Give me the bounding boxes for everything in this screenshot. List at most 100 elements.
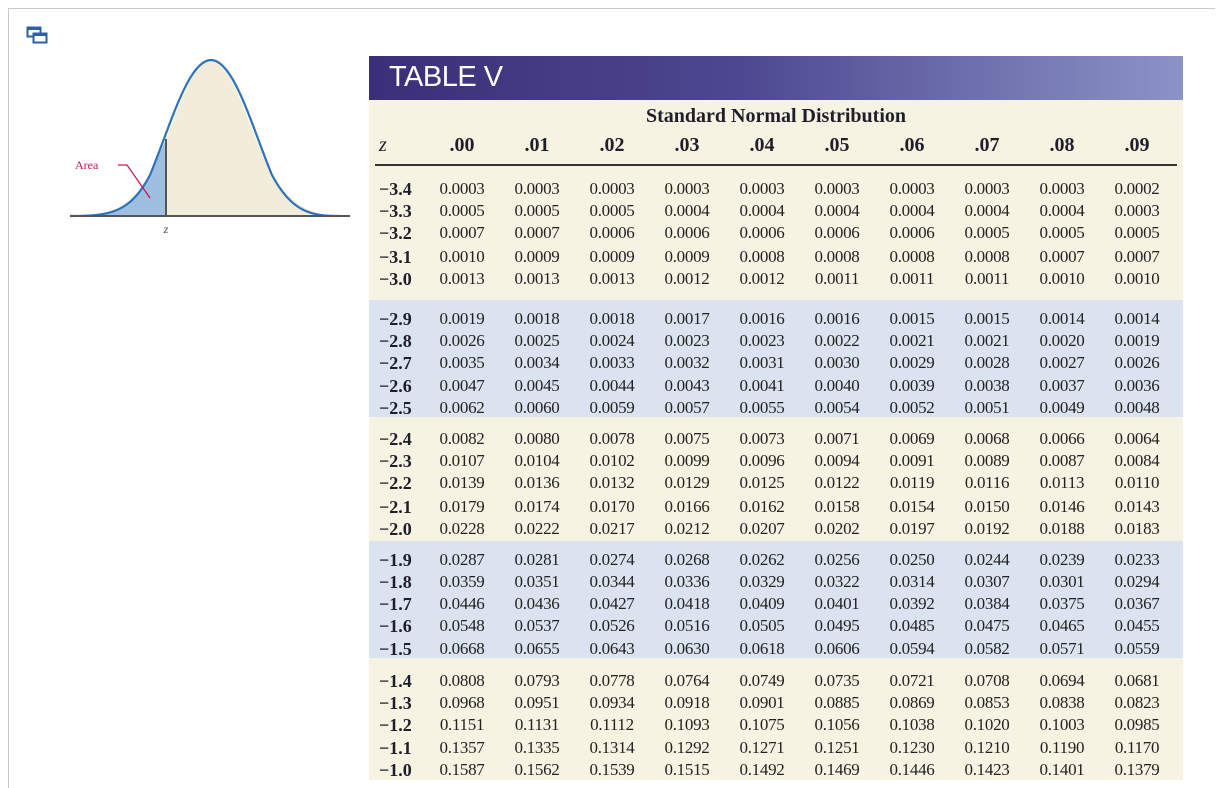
table-row: −1.1 0.1357 0.1335 0.1314 0.1292 0.1271 0.1251… [369, 738, 1183, 760]
probability-cell: 0.0009 [664, 247, 710, 266]
probability-cell: 0.0030 [814, 353, 860, 372]
table-row: −2.8 0.0026 0.0025 0.0024 0.0023 0.0023 0.0022… [369, 331, 1183, 353]
probability-cell: 0.0010 [1114, 269, 1160, 288]
probability-cell: 0.0005 [1039, 223, 1085, 242]
probability-cell: 0.0222 [514, 519, 560, 538]
probability-cell: 0.0010 [439, 247, 485, 266]
probability-cell: 0.0764 [664, 671, 710, 690]
probability-cell: 0.0375 [1039, 594, 1085, 613]
probability-cell: 0.1357 [439, 738, 485, 757]
probability-cell: 0.0485 [889, 616, 935, 635]
probability-cell: 0.0129 [664, 473, 710, 492]
probability-cell: 0.0018 [514, 309, 560, 328]
probability-cell: 0.0505 [739, 616, 785, 635]
probability-cell: 0.0005 [964, 223, 1010, 242]
probability-cell: 0.0007 [1039, 247, 1085, 266]
z-value-cell: −2.4 [379, 429, 412, 449]
z-value-cell: −3.4 [379, 179, 412, 199]
probability-cell: 0.0021 [964, 331, 1010, 350]
probability-cell: 0.0244 [964, 550, 1010, 569]
probability-cell: 0.0015 [889, 309, 935, 328]
probability-cell: 0.1230 [889, 738, 935, 757]
restore-window-icon[interactable] [26, 26, 48, 44]
probability-cell: 0.0003 [1114, 201, 1160, 220]
probability-cell: 0.0027 [1039, 353, 1085, 372]
column-header: .02 [599, 134, 625, 156]
column-header: .03 [674, 134, 700, 156]
probability-cell: 0.0071 [814, 429, 860, 448]
bell-curve-line [69, 58, 341, 218]
probability-cell: 0.0084 [1114, 451, 1160, 470]
z-value-cell: −1.5 [379, 639, 412, 659]
probability-cell: 0.0006 [664, 223, 710, 242]
probability-cell: 0.0495 [814, 616, 860, 635]
probability-cell: 0.0708 [964, 671, 1010, 690]
probability-cell: 0.0003 [739, 179, 785, 198]
probability-cell: 0.0003 [589, 179, 635, 198]
probability-cell: 0.0060 [514, 398, 560, 417]
probability-cell: 0.0174 [514, 497, 560, 516]
probability-cell: 0.0853 [964, 693, 1010, 712]
probability-cell: 0.0162 [739, 497, 785, 516]
probability-cell: 0.0026 [1114, 353, 1160, 372]
probability-cell: 0.0475 [964, 616, 1010, 635]
probability-cell: 0.0808 [439, 671, 485, 690]
column-header-row: z .00 .01 .02 .03 .04 .05 .06 .07 .08 .09 [369, 132, 1183, 162]
probability-cell: 0.0007 [1114, 247, 1160, 266]
table-row: −2.6 0.0047 0.0045 0.0044 0.0043 0.0041 0.0040… [369, 376, 1183, 398]
probability-cell: 0.0104 [514, 451, 560, 470]
z-value-cell: −3.1 [379, 247, 412, 267]
probability-cell: 0.1075 [739, 715, 785, 734]
z-value-cell: −1.9 [379, 550, 412, 570]
probability-cell: 0.0012 [739, 269, 785, 288]
probability-cell: 0.0643 [589, 639, 635, 658]
table-title: TABLE V [389, 61, 503, 93]
probability-cell: 0.0008 [739, 247, 785, 266]
probability-cell: 0.0392 [889, 594, 935, 613]
probability-cell: 0.0183 [1114, 519, 1160, 538]
probability-cell: 0.0250 [889, 550, 935, 569]
table-row: −1.3 0.0968 0.0951 0.0934 0.0918 0.0901 0.0885… [369, 693, 1183, 715]
probability-cell: 0.0207 [739, 519, 785, 538]
probability-cell: 0.0158 [814, 497, 860, 516]
probability-cell: 0.0735 [814, 671, 860, 690]
table-row: −1.8 0.0359 0.0351 0.0344 0.0336 0.0329 0.0322… [369, 572, 1183, 594]
table-block: −1.9 0.0287 0.0281 0.0274 0.0268 0.0262 0.0256… [369, 541, 1183, 661]
z-value-cell: −3.3 [379, 201, 412, 221]
z-value-cell: −2.2 [379, 473, 412, 493]
column-header: .05 [824, 134, 850, 156]
probability-cell: 0.0011 [889, 269, 935, 288]
probability-cell: 0.0217 [589, 519, 635, 538]
probability-cell: 0.0202 [814, 519, 860, 538]
probability-cell: 0.0096 [739, 451, 785, 470]
probability-cell: 0.1292 [664, 738, 710, 757]
probability-cell: 0.0262 [739, 550, 785, 569]
probability-cell: 0.0268 [664, 550, 710, 569]
probability-cell: 0.0119 [889, 473, 935, 492]
probability-cell: 0.1515 [664, 760, 710, 779]
probability-cell: 0.0869 [889, 693, 935, 712]
probability-cell: 0.0694 [1039, 671, 1085, 690]
probability-cell: 0.0102 [589, 451, 635, 470]
probability-cell: 0.0455 [1114, 616, 1160, 635]
probability-cell: 0.0170 [589, 497, 635, 516]
probability-cell: 0.0594 [889, 639, 935, 658]
probability-cell: 0.0026 [439, 331, 485, 350]
z-column-header: z [379, 134, 387, 156]
probability-cell: 0.0681 [1114, 671, 1160, 690]
probability-cell: 0.0078 [589, 429, 635, 448]
probability-cell: 0.0075 [664, 429, 710, 448]
probability-cell: 0.0011 [814, 269, 860, 288]
probability-cell: 0.0023 [739, 331, 785, 350]
table-row: −1.5 0.0668 0.0655 0.0643 0.0630 0.0618 0.0606… [369, 639, 1183, 661]
table-row: −1.0 0.1587 0.1562 0.1539 0.1515 0.1492 0.1469… [369, 760, 1183, 782]
shaded-area [70, 139, 166, 216]
probability-cell: 0.0019 [1114, 331, 1160, 350]
probability-cell: 0.1401 [1039, 760, 1085, 779]
probability-cell: 0.1151 [439, 715, 485, 734]
probability-cell: 0.0034 [514, 353, 560, 372]
probability-cell: 0.0951 [514, 693, 560, 712]
table-row: −1.7 0.0446 0.0436 0.0427 0.0418 0.0409 0.0401… [369, 594, 1183, 616]
content-frame [8, 8, 1215, 788]
probability-cell: 0.1251 [814, 738, 860, 757]
